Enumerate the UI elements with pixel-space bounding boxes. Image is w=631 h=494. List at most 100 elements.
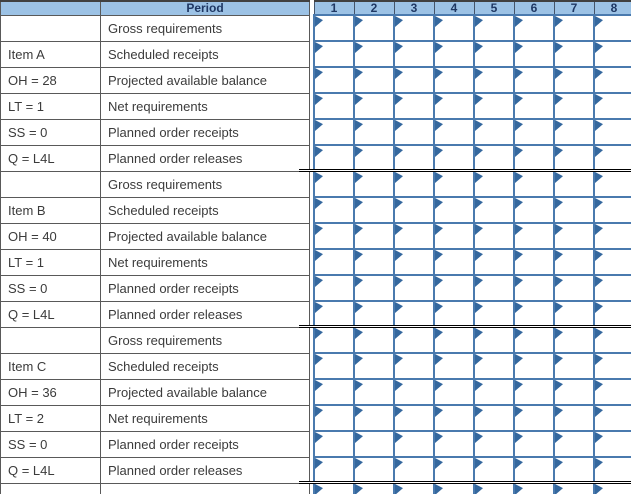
- period-cell[interactable]: [593, 14, 631, 42]
- period-cell[interactable]: [593, 40, 631, 68]
- period-cell[interactable]: [353, 456, 395, 484]
- period-cell[interactable]: [313, 404, 355, 432]
- period-cell[interactable]: [473, 170, 515, 198]
- period-cell[interactable]: [513, 326, 555, 354]
- period-cell[interactable]: [313, 274, 355, 302]
- period-cell[interactable]: [393, 456, 435, 484]
- period-cell[interactable]: [513, 378, 555, 406]
- period-cell[interactable]: [593, 352, 631, 380]
- period-cell[interactable]: [553, 378, 595, 406]
- period-cell[interactable]: [353, 196, 395, 224]
- period-cell[interactable]: [433, 352, 475, 380]
- period-cell[interactable]: [473, 92, 515, 120]
- period-cell[interactable]: [393, 144, 435, 172]
- period-cell[interactable]: [313, 222, 355, 250]
- period-cell[interactable]: [593, 118, 631, 146]
- period-cell[interactable]: [513, 40, 555, 68]
- period-cell[interactable]: [553, 222, 595, 250]
- period-cell[interactable]: [473, 404, 515, 432]
- period-cell[interactable]: [313, 248, 355, 276]
- period-cell[interactable]: [593, 66, 631, 94]
- period-cell[interactable]: [513, 300, 555, 328]
- period-cell[interactable]: [553, 456, 595, 484]
- period-cell[interactable]: [393, 300, 435, 328]
- period-cell[interactable]: [393, 248, 435, 276]
- period-cell[interactable]: [513, 248, 555, 276]
- period-cell[interactable]: [593, 300, 631, 328]
- period-cell[interactable]: [393, 222, 435, 250]
- period-cell[interactable]: [313, 144, 355, 172]
- period-cell[interactable]: [473, 352, 515, 380]
- period-cell[interactable]: [433, 456, 475, 484]
- period-cell[interactable]: [553, 196, 595, 224]
- period-cell[interactable]: [513, 430, 555, 458]
- period-cell[interactable]: [433, 144, 475, 172]
- period-cell[interactable]: [433, 222, 475, 250]
- period-cell[interactable]: [513, 482, 555, 494]
- period-cell[interactable]: [353, 326, 395, 354]
- period-cell[interactable]: [433, 14, 475, 42]
- period-cell[interactable]: [313, 92, 355, 120]
- period-cell[interactable]: [313, 40, 355, 68]
- period-cell[interactable]: [473, 14, 515, 42]
- period-cell[interactable]: [393, 66, 435, 94]
- period-cell[interactable]: [473, 326, 515, 354]
- period-cell[interactable]: [433, 326, 475, 354]
- period-cell[interactable]: [433, 196, 475, 224]
- period-cell[interactable]: [433, 378, 475, 406]
- period-cell[interactable]: [353, 352, 395, 380]
- period-cell[interactable]: [593, 482, 631, 494]
- period-cell[interactable]: [593, 248, 631, 276]
- period-cell[interactable]: [553, 14, 595, 42]
- period-cell[interactable]: [513, 170, 555, 198]
- period-cell[interactable]: [393, 274, 435, 302]
- period-cell[interactable]: [433, 66, 475, 94]
- period-cell[interactable]: [473, 248, 515, 276]
- period-cell[interactable]: [313, 378, 355, 406]
- period-cell[interactable]: [393, 170, 435, 198]
- period-cell[interactable]: [473, 456, 515, 484]
- period-cell[interactable]: [513, 144, 555, 172]
- period-cell[interactable]: [593, 430, 631, 458]
- period-cell[interactable]: [433, 170, 475, 198]
- period-cell[interactable]: [353, 144, 395, 172]
- period-cell[interactable]: [473, 482, 515, 494]
- period-cell[interactable]: [393, 430, 435, 458]
- period-cell[interactable]: [393, 14, 435, 42]
- period-cell[interactable]: [473, 66, 515, 94]
- period-cell[interactable]: [393, 92, 435, 120]
- period-cell[interactable]: [353, 404, 395, 432]
- period-cell[interactable]: [433, 430, 475, 458]
- period-cell[interactable]: [553, 40, 595, 68]
- period-cell[interactable]: [473, 430, 515, 458]
- period-cell[interactable]: [553, 66, 595, 94]
- period-cell[interactable]: [553, 352, 595, 380]
- period-cell[interactable]: [313, 14, 355, 42]
- period-cell[interactable]: [393, 378, 435, 406]
- period-cell[interactable]: [553, 430, 595, 458]
- period-cell[interactable]: [593, 274, 631, 302]
- period-cell[interactable]: [473, 274, 515, 302]
- period-cell[interactable]: [353, 118, 395, 146]
- period-cell[interactable]: [313, 170, 355, 198]
- period-cell[interactable]: [313, 300, 355, 328]
- period-cell[interactable]: [393, 352, 435, 380]
- period-cell[interactable]: [473, 196, 515, 224]
- period-cell[interactable]: [433, 40, 475, 68]
- period-cell[interactable]: [353, 378, 395, 406]
- period-cell[interactable]: [353, 222, 395, 250]
- period-cell[interactable]: [353, 300, 395, 328]
- period-cell[interactable]: [393, 326, 435, 354]
- period-cell[interactable]: [353, 40, 395, 68]
- period-cell[interactable]: [473, 144, 515, 172]
- period-cell[interactable]: [593, 196, 631, 224]
- period-cell[interactable]: [593, 144, 631, 172]
- period-cell[interactable]: [553, 92, 595, 120]
- period-cell[interactable]: [473, 40, 515, 68]
- period-cell[interactable]: [393, 404, 435, 432]
- period-cell[interactable]: [513, 274, 555, 302]
- period-cell[interactable]: [553, 404, 595, 432]
- period-cell[interactable]: [553, 300, 595, 328]
- period-cell[interactable]: [353, 248, 395, 276]
- period-cell[interactable]: [473, 378, 515, 406]
